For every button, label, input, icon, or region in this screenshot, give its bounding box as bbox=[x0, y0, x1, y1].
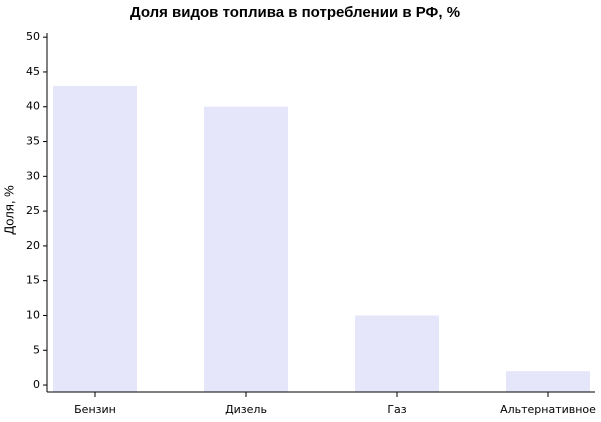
bar bbox=[355, 315, 439, 392]
y-tick-label: 50 bbox=[26, 30, 40, 43]
y-axis-label: Доля, % bbox=[1, 185, 16, 235]
x-tick-label: Альтернативное bbox=[500, 403, 596, 416]
bar bbox=[204, 106, 288, 393]
x-tick-label: Газ bbox=[387, 403, 406, 416]
y-tick-label: 30 bbox=[26, 169, 40, 182]
y-tick-label: 45 bbox=[26, 65, 40, 78]
y-tick-label: 25 bbox=[26, 204, 40, 217]
y-tick-label: 10 bbox=[26, 308, 40, 321]
x-tick-label: Бензин bbox=[74, 403, 116, 416]
y-tick-label: 0 bbox=[33, 378, 40, 391]
bar bbox=[53, 85, 137, 392]
y-tick-label: 40 bbox=[26, 100, 40, 113]
bar bbox=[506, 371, 590, 392]
y-tick-label: 5 bbox=[33, 343, 40, 356]
y-tick-label: 15 bbox=[26, 274, 40, 287]
x-tick-label: Дизель bbox=[225, 403, 267, 416]
y-tick-label: 35 bbox=[26, 135, 40, 148]
y-tick-label: 20 bbox=[26, 239, 40, 252]
chart-title: Доля видов топлива в потреблении в РФ, % bbox=[130, 4, 460, 21]
